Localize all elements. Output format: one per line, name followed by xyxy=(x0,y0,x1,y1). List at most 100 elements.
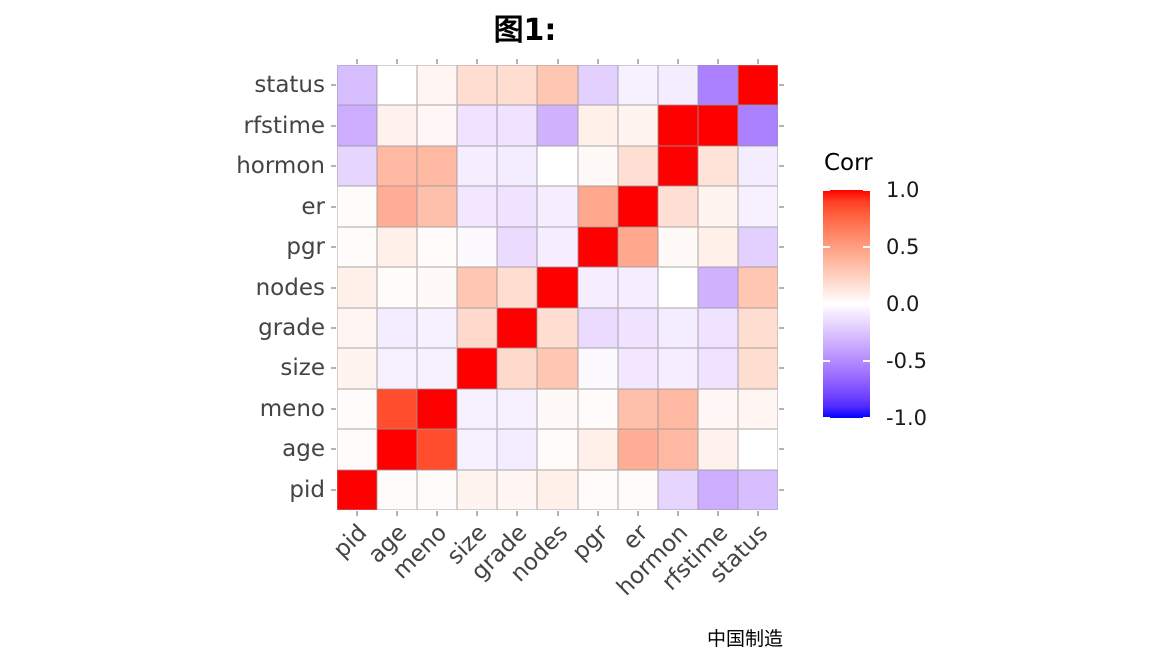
corr-cell-rfstime-meno xyxy=(417,105,458,146)
corr-cell-pgr-pgr xyxy=(577,226,618,268)
y-axis-label-hormon: hormon xyxy=(236,153,325,180)
corr-cell-age-meno xyxy=(417,429,458,470)
corr-cell-rfstime-grade xyxy=(497,105,538,146)
corr-cell-size-pgr xyxy=(577,348,618,389)
axis-tick xyxy=(396,511,399,516)
legend-tick-mark xyxy=(863,360,870,362)
corr-cell-grade-pid xyxy=(337,307,378,349)
corr-cell-status-pgr xyxy=(577,65,618,106)
corr-cell-pgr-grade xyxy=(497,226,538,268)
axis-tick xyxy=(356,59,359,64)
axis-tick xyxy=(779,286,784,289)
corr-cell-meno-grade xyxy=(497,388,538,430)
corr-cell-hormon-hormon xyxy=(657,145,698,187)
corr-cell-meno-size xyxy=(457,388,498,430)
corr-cell-nodes-hormon xyxy=(657,267,698,308)
corr-cell-grade-meno xyxy=(417,307,458,349)
corr-cell-nodes-age xyxy=(377,267,418,308)
corr-cell-pgr-size xyxy=(457,226,498,268)
legend-tick-label--1.0: -1.0 xyxy=(886,406,927,430)
corr-cell-er-er xyxy=(617,186,658,227)
axis-tick xyxy=(779,407,784,410)
legend-colorbar xyxy=(823,190,870,418)
corr-cell-status-age xyxy=(377,65,418,106)
corr-cell-size-grade xyxy=(497,348,538,389)
axis-tick xyxy=(331,165,336,168)
legend-title: Corr xyxy=(824,150,873,176)
legend-tick-mark xyxy=(823,246,830,248)
corr-cell-er-status xyxy=(737,186,778,227)
corr-cell-meno-rfstime xyxy=(697,388,738,430)
axis-tick xyxy=(779,165,784,168)
corr-cell-grade-hormon xyxy=(657,307,698,349)
heatmap-panel xyxy=(337,65,778,510)
corr-cell-er-pgr xyxy=(577,186,618,227)
corr-cell-grade-grade xyxy=(497,307,538,349)
corr-cell-hormon-meno xyxy=(417,145,458,187)
corr-cell-size-status xyxy=(737,348,778,389)
corr-cell-rfstime-rfstime xyxy=(697,105,738,146)
corr-cell-hormon-er xyxy=(617,145,658,187)
corr-cell-age-status xyxy=(737,429,778,470)
axis-tick xyxy=(779,84,784,87)
axis-tick xyxy=(779,367,784,370)
axis-tick xyxy=(331,246,336,249)
corr-cell-pgr-meno xyxy=(417,226,458,268)
corr-cell-status-size xyxy=(457,65,498,106)
corr-cell-rfstime-age xyxy=(377,105,418,146)
axis-tick xyxy=(779,205,784,208)
axis-tick xyxy=(331,326,336,329)
corr-cell-age-pid xyxy=(337,429,378,470)
axis-tick xyxy=(636,511,639,516)
corr-cell-grade-size xyxy=(457,307,498,349)
legend-tick-label-0.5: 0.5 xyxy=(886,235,920,259)
axis-tick xyxy=(356,511,359,516)
axis-tick xyxy=(779,488,784,491)
corr-cell-grade-er xyxy=(617,307,658,349)
corr-cell-pgr-age xyxy=(377,226,418,268)
axis-tick xyxy=(331,488,336,491)
legend-tick-mark xyxy=(863,189,870,191)
corr-cell-rfstime-pid xyxy=(337,105,378,146)
corr-cell-er-grade xyxy=(497,186,538,227)
corr-cell-pgr-nodes xyxy=(537,226,578,268)
axis-tick xyxy=(596,511,599,516)
corr-cell-rfstime-hormon xyxy=(657,105,698,146)
y-axis-label-nodes: nodes xyxy=(255,274,325,301)
corr-cell-size-size xyxy=(457,348,498,389)
corr-cell-er-size xyxy=(457,186,498,227)
corr-cell-hormon-grade xyxy=(497,145,538,187)
corr-cell-status-grade xyxy=(497,65,538,106)
corr-cell-grade-status xyxy=(737,307,778,349)
legend-tick-label--0.5: -0.5 xyxy=(886,349,927,373)
corr-cell-nodes-nodes xyxy=(537,267,578,308)
corr-cell-age-size xyxy=(457,429,498,470)
corr-cell-rfstime-size xyxy=(457,105,498,146)
corr-cell-hormon-pgr xyxy=(577,145,618,187)
corr-cell-status-rfstime xyxy=(697,65,738,106)
corr-cell-grade-pgr xyxy=(577,307,618,349)
y-axis-label-rfstime: rfstime xyxy=(243,112,326,139)
axis-tick xyxy=(331,205,336,208)
corr-cell-pid-rfstime xyxy=(697,469,738,510)
legend-tick-mark xyxy=(823,303,830,305)
corr-cell-meno-nodes xyxy=(537,388,578,430)
y-axis-label-size: size xyxy=(280,355,325,382)
corr-cell-hormon-status xyxy=(737,145,778,187)
corr-cell-age-pgr xyxy=(577,429,618,470)
corr-cell-status-hormon xyxy=(657,65,698,106)
corr-cell-age-er xyxy=(617,429,658,470)
axis-tick xyxy=(331,407,336,410)
corr-cell-size-rfstime xyxy=(697,348,738,389)
corr-cell-meno-meno xyxy=(417,388,458,430)
y-axis-label-pgr: pgr xyxy=(286,234,325,261)
axis-tick xyxy=(636,59,639,64)
corr-cell-size-age xyxy=(377,348,418,389)
axis-tick xyxy=(331,124,336,127)
axis-tick xyxy=(756,59,759,64)
corr-cell-pid-grade xyxy=(497,469,538,510)
corr-cell-size-nodes xyxy=(537,348,578,389)
y-axis-label-status: status xyxy=(254,72,325,99)
legend-tick-label-0.0: 0.0 xyxy=(886,292,920,316)
